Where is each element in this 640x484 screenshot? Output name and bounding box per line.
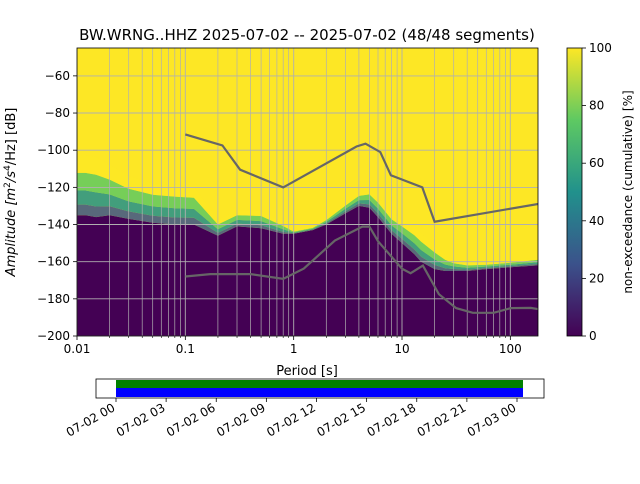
timeline-tick-label: 07-03 00 bbox=[465, 400, 519, 439]
psd-density-band bbox=[77, 155, 538, 336]
y-label-sup-1: 2 bbox=[3, 182, 13, 188]
psd-level-1 bbox=[77, 203, 538, 271]
y-label-sup-2: 4 bbox=[3, 165, 13, 171]
psd-low-region bbox=[77, 205, 538, 336]
colorbar-ticks: 0 20 40 60 80 100 bbox=[582, 41, 612, 343]
x-tick-label: 0.1 bbox=[176, 342, 195, 356]
psd-level-2 bbox=[77, 190, 538, 270]
timeline-tick-label: 07-02 06 bbox=[164, 400, 218, 439]
noise-model-lines bbox=[184, 133, 538, 314]
chart-title: BW.WRNG..HHZ 2025-07-02 -- 2025-07-02 (4… bbox=[79, 26, 535, 44]
y-axis: −60 −80 −100 −120 −140 −160 −180 −200 bbox=[37, 69, 77, 343]
timeline-tick-label: 07-02 21 bbox=[415, 400, 469, 439]
psd-level-3 bbox=[77, 172, 538, 268]
timeline-tick-label: 07-02 12 bbox=[264, 400, 318, 439]
x-axis-label: Period [s] bbox=[276, 364, 338, 379]
timeline-tick-label: 07-02 03 bbox=[114, 400, 168, 439]
y-label-part-3: /Hz] [dB] bbox=[4, 108, 19, 166]
psd-level-4 bbox=[77, 155, 538, 266]
timeline-coverage-blue bbox=[116, 388, 523, 397]
colorbar-tick-label: 100 bbox=[589, 41, 612, 55]
y-tick-label: −180 bbox=[37, 292, 70, 306]
x-tick-label: 0.01 bbox=[64, 342, 91, 356]
colorbar-tick-label: 60 bbox=[589, 156, 604, 170]
y-tick-label: −100 bbox=[37, 143, 70, 157]
timeline-tick-label: 07-02 00 bbox=[64, 400, 118, 439]
new-high-noise-model bbox=[184, 133, 538, 223]
colorbar-tick-label: 20 bbox=[589, 271, 604, 285]
timeline-coverage-green bbox=[116, 380, 523, 388]
y-tick-label: −120 bbox=[37, 180, 70, 194]
x-axis: 0.01 0.1 1 10 100 bbox=[64, 336, 522, 356]
colorbar-tick-label: 80 bbox=[589, 99, 604, 113]
colorbar-label: non-exceedance (cumulative) [%] bbox=[621, 90, 635, 293]
new-low-noise-model bbox=[185, 225, 538, 314]
y-axis-label: Amplitude [m2/s4/Hz] [dB] bbox=[3, 108, 19, 278]
timeline-tick-label: 07-02 18 bbox=[365, 400, 419, 439]
plot-frame bbox=[76, 47, 539, 337]
grid bbox=[77, 48, 538, 336]
x-tick-label: 10 bbox=[394, 342, 409, 356]
colorbar-tick-label: 40 bbox=[589, 214, 604, 228]
y-label-part-2: /s bbox=[4, 171, 19, 183]
timeline-tick-label: 07-02 09 bbox=[214, 400, 268, 439]
timeline-bars bbox=[116, 380, 523, 397]
colorbar: 0 20 40 60 80 100 non-exceedance (cumulative)… bbox=[566, 41, 635, 343]
y-label-part-1: Amplitude [m bbox=[4, 188, 19, 278]
y-tick-label: −60 bbox=[45, 69, 70, 83]
y-tick-label: −160 bbox=[37, 255, 70, 269]
timeline-tick-label: 07-02 15 bbox=[314, 400, 368, 439]
plot-area bbox=[76, 47, 539, 337]
x-tick-label: 1 bbox=[290, 342, 298, 356]
colorbar-gradient bbox=[566, 47, 583, 337]
y-tick-label: −140 bbox=[37, 218, 70, 232]
y-tick-label: −80 bbox=[45, 106, 70, 120]
y-tick-label: −200 bbox=[37, 329, 70, 343]
colorbar-tick-label: 0 bbox=[589, 329, 597, 343]
x-tick-label: 100 bbox=[499, 342, 522, 356]
